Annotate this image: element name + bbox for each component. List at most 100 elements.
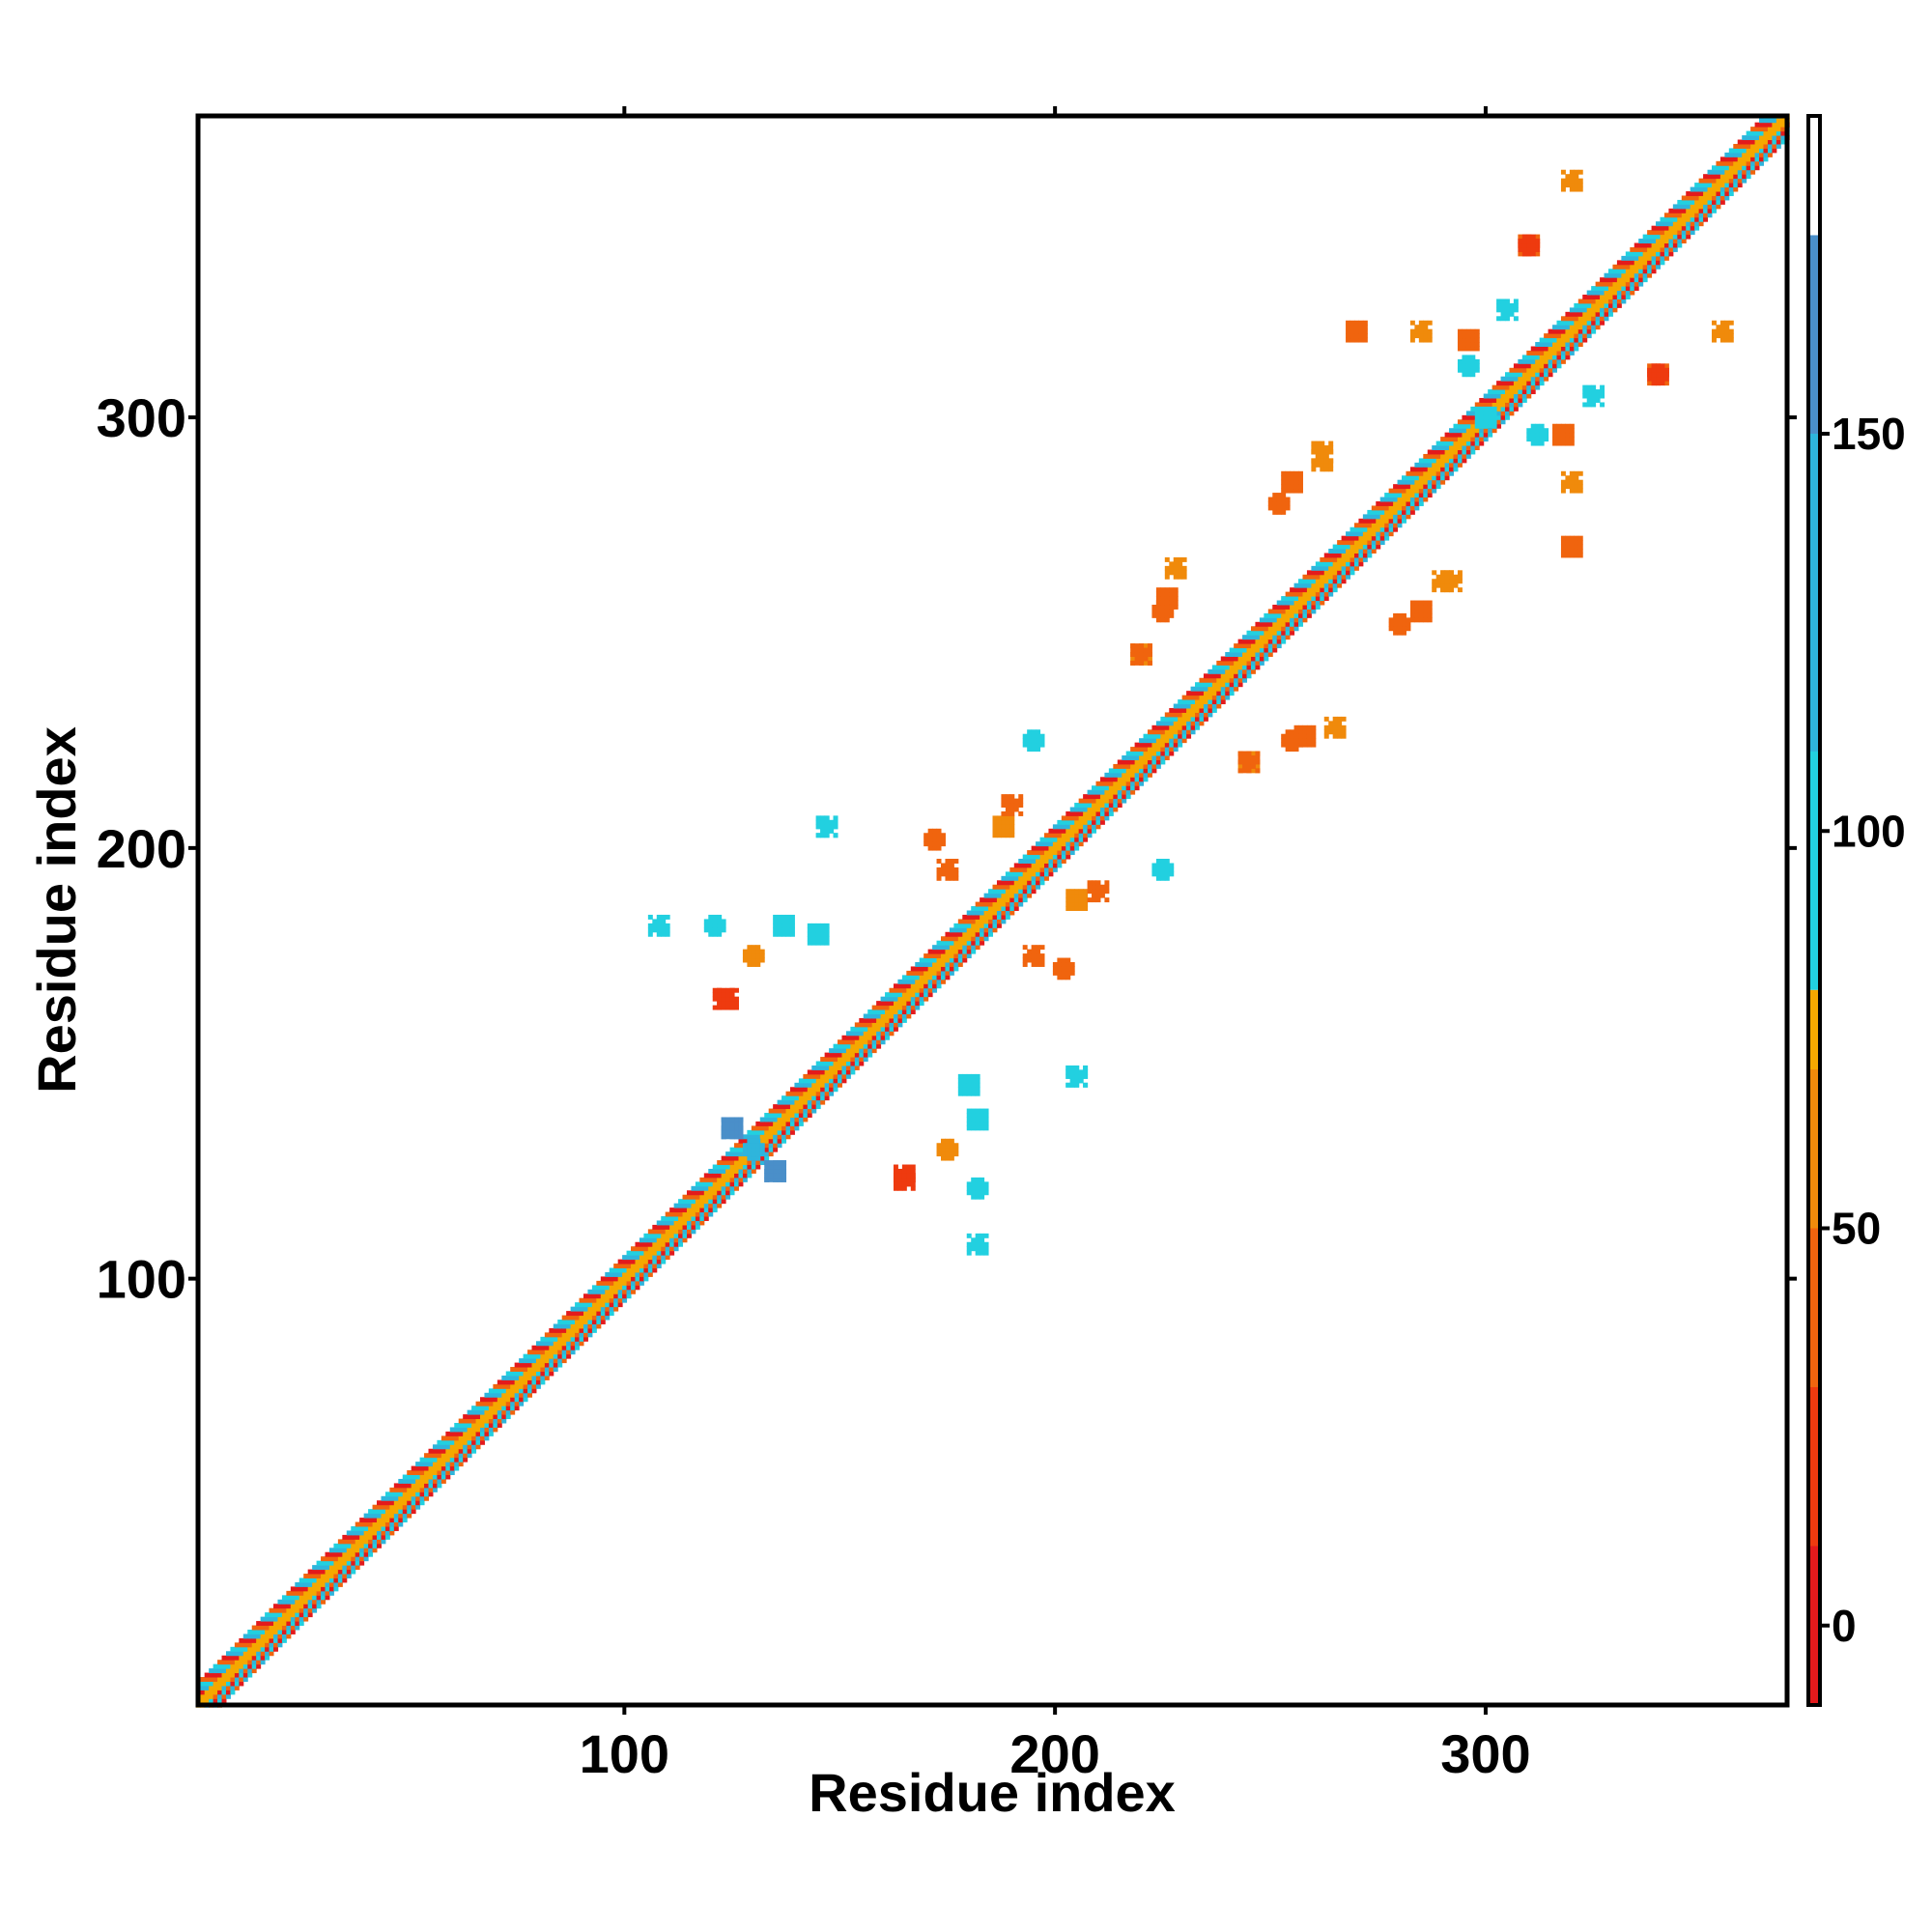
diagonal-cell: [1772, 135, 1777, 141]
contact-cell: [945, 1155, 951, 1161]
diagonal-cell: [1087, 833, 1093, 838]
contact-cell: [815, 923, 821, 928]
diagonal-cell: [1134, 777, 1140, 782]
diagonal-cell: [1134, 763, 1140, 769]
diagonal-cell: [471, 1409, 477, 1415]
contact-cell: [764, 1168, 770, 1174]
diagonal-cell: [1320, 582, 1325, 588]
diagonal-cell: [781, 1117, 787, 1122]
diagonal-cell: [1225, 665, 1231, 670]
diagonal-cell: [1022, 893, 1028, 898]
contact-cell: [1065, 1073, 1071, 1079]
diagonal-cell: [1087, 789, 1093, 795]
diagonal-cell: [1703, 186, 1709, 192]
diagonal-cell: [901, 1013, 907, 1019]
diagonal-cell: [1660, 216, 1665, 222]
diagonal-cell: [372, 1530, 378, 1536]
diagonal-cell: [269, 1651, 274, 1657]
contact-cell: [1031, 949, 1037, 954]
contact-cell: [1095, 889, 1101, 895]
diagonal-cell: [1242, 643, 1248, 649]
diagonal-cell: [591, 1285, 597, 1291]
diagonal-cell: [1315, 600, 1321, 606]
diagonal-cell: [1677, 239, 1683, 244]
diagonal-cell: [838, 1061, 842, 1066]
diagonal-cell: [424, 1470, 430, 1475]
contact-cell: [983, 1190, 989, 1196]
diagonal-cell: [764, 1151, 770, 1157]
diagonal-cell: [854, 1022, 860, 1028]
diagonal-cell: [1272, 647, 1278, 653]
diagonal-cell: [1668, 221, 1674, 227]
diagonal-cell: [1328, 556, 1334, 562]
diagonal-cell: [1298, 600, 1303, 606]
diagonal-cell: [1346, 570, 1351, 576]
diagonal-cell: [1337, 565, 1343, 571]
diagonal-cell: [1496, 419, 1502, 425]
contact-cell: [971, 1117, 977, 1122]
contact-cell: [721, 1129, 726, 1135]
contact-cell: [1039, 961, 1045, 967]
diagonal-cell: [591, 1297, 597, 1303]
contact-cell: [721, 1001, 726, 1007]
diagonal-cell: [1651, 260, 1657, 266]
diagonal-cell: [1402, 514, 1406, 520]
contact-cell: [1178, 574, 1183, 580]
diagonal-cell: [1754, 130, 1760, 136]
diagonal-cell: [277, 1625, 283, 1631]
diagonal-cell: [1763, 130, 1769, 136]
contact-cell: [953, 867, 959, 872]
diagonal-cell: [1178, 716, 1183, 722]
diagonal-cell: [217, 1693, 223, 1699]
diagonal-cell: [635, 1255, 640, 1261]
diagonal-cell: [863, 1048, 868, 1054]
diagonal-cell: [337, 1551, 343, 1557]
diagonal-cell: [377, 1543, 382, 1548]
diagonal-cell: [678, 1233, 684, 1238]
contact-cell: [1155, 859, 1161, 864]
diagonal-cell: [1663, 234, 1669, 240]
contact-cell: [1242, 763, 1248, 769]
diagonal-cell: [980, 931, 985, 937]
diagonal-cell: [213, 1663, 218, 1669]
diagonal-cell: [647, 1264, 653, 1269]
diagonal-cell: [1353, 565, 1359, 571]
diagonal-cell: [729, 1168, 735, 1174]
contact-cell: [1337, 721, 1343, 726]
diagonal-cell: [893, 996, 898, 1002]
diagonal-cell: [1750, 143, 1756, 149]
diagonal-cell: [1376, 531, 1381, 537]
diagonal-cell: [1600, 290, 1605, 296]
diagonal-cell: [221, 1693, 227, 1699]
contact-cell: [734, 1001, 739, 1007]
diagonal-cell: [833, 1078, 838, 1084]
diagonal-cell: [1147, 772, 1152, 778]
diagonal-cell: [1259, 621, 1264, 627]
diagonal-cell: [1465, 440, 1471, 446]
diagonal-cell: [798, 1078, 804, 1084]
contact-cell: [755, 961, 761, 967]
contact-cell: [820, 940, 826, 946]
contact-cell: [1009, 798, 1015, 804]
diagonal-cell: [1505, 414, 1510, 420]
diagonal-cell: [755, 1160, 761, 1166]
contact-cell: [1285, 484, 1291, 490]
diagonal-cell: [256, 1621, 262, 1627]
diagonal-cell: [265, 1621, 270, 1627]
diagonal-cell: [919, 1001, 924, 1007]
contact-cell: [1005, 794, 1010, 800]
diagonal-cell: [1647, 242, 1653, 248]
diagonal-cell: [1074, 845, 1080, 851]
diagonal-cell: [833, 1052, 838, 1058]
diagonal-cell: [975, 923, 980, 928]
diagonal-cell: [927, 957, 933, 963]
diagonal-cell: [1083, 824, 1089, 830]
diagonal-cell: [764, 1155, 770, 1161]
diagonal-cell: [1376, 509, 1381, 515]
diagonal-cell: [1698, 216, 1704, 222]
diagonal-cell: [941, 945, 946, 951]
diagonal-cell: [815, 1104, 821, 1110]
contact-cell: [936, 859, 942, 864]
diagonal-cell: [669, 1224, 675, 1230]
diagonal-cell: [1155, 751, 1161, 756]
